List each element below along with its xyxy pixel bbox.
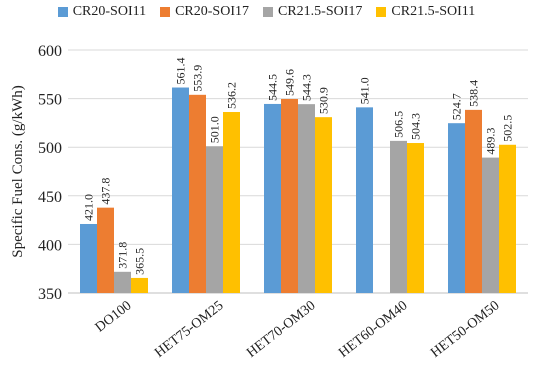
bar: [172, 87, 189, 294]
data-label: 549.6: [283, 69, 297, 96]
data-label: 544.5: [266, 74, 280, 101]
legend-label: CR20-SOI17: [175, 4, 249, 19]
chart-legend: CR20-SOI11 CR20-SOI17 CR21.5-SOI17 CR21.5-S…: [0, 2, 533, 22]
data-label: 502.5: [501, 115, 515, 142]
legend-label: CR21.5-SOI17: [278, 4, 363, 19]
data-label: 538.4: [467, 80, 481, 107]
bar: [206, 146, 223, 293]
legend-swatch: [263, 7, 273, 17]
y-tick-label: 600: [38, 43, 62, 60]
y-tick-label: 450: [38, 189, 62, 206]
legend-item: CR21.5-SOI11: [376, 4, 475, 20]
x-tick-label: HET75-OM25: [152, 298, 226, 361]
data-label: 421.0: [82, 194, 96, 221]
x-tick-label: HET70-OM30: [244, 298, 318, 361]
bar: [407, 143, 424, 293]
data-label: 504.3: [409, 113, 423, 140]
legend-swatch: [160, 7, 171, 17]
data-label: 561.4: [174, 58, 188, 85]
bar: [97, 207, 114, 293]
bar: [482, 157, 499, 293]
data-label: 506.5: [392, 111, 406, 138]
data-label: 437.8: [99, 178, 113, 205]
bar: [356, 107, 373, 294]
legend-item: CR20-SOI11: [57, 4, 147, 20]
data-label: 530.9: [317, 87, 331, 114]
bar: [189, 94, 206, 293]
bar: [465, 109, 482, 293]
x-tick-label: HET60-OM40: [336, 298, 410, 361]
bar: [390, 140, 407, 293]
legend-swatch: [57, 7, 68, 17]
x-tick-label: HET50-OM50: [428, 298, 502, 361]
bar: [499, 144, 516, 293]
bar: [131, 277, 148, 293]
bar: [298, 104, 315, 293]
y-axis-title: Specific Fuel Cons. (g/kWh): [10, 85, 26, 257]
data-label: 536.2: [225, 82, 239, 109]
data-label: 501.0: [208, 116, 222, 143]
data-label: 489.3: [484, 128, 498, 155]
y-tick-label: 350: [38, 286, 62, 303]
data-label: 541.0: [358, 77, 372, 104]
bar: [315, 117, 332, 294]
data-label: 524.7: [450, 93, 464, 120]
legend-label: CR21.5-SOI11: [391, 4, 476, 19]
legend-label: CR20-SOI11: [72, 4, 147, 19]
y-tick-label: 550: [38, 92, 62, 109]
bar: [80, 223, 97, 293]
bar: [114, 271, 131, 293]
legend-item: CR20-SOI17: [160, 4, 249, 20]
y-tick-label: 400: [38, 237, 62, 254]
bar: [448, 123, 465, 294]
legend-swatch: [376, 7, 387, 17]
x-tick-label: DO100: [93, 298, 135, 335]
bar: [281, 98, 298, 293]
data-label: 553.9: [191, 65, 205, 92]
data-label: 544.3: [300, 74, 314, 101]
data-label: 365.5: [133, 248, 147, 275]
legend-item: CR21.5-SOI17: [263, 4, 362, 20]
y-tick-label: 500: [38, 140, 62, 157]
bar: [223, 112, 240, 293]
data-label: 371.8: [116, 242, 130, 269]
bar: [264, 103, 281, 293]
